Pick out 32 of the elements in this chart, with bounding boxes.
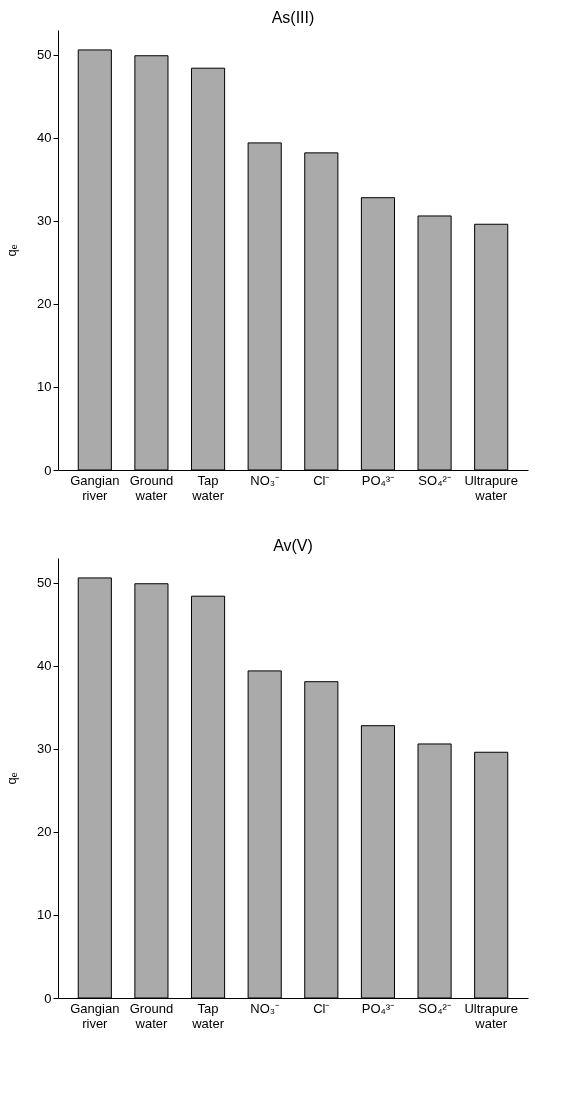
y-tick-label: 40: [37, 130, 52, 146]
y-axis-title: qₑ: [4, 244, 20, 257]
x-tick-label: Gangian river: [70, 1000, 120, 1031]
x-tick-label: PO₄³⁻: [361, 472, 395, 488]
y-tick-label: 50: [37, 575, 52, 591]
x-tick-label: NO₃⁻: [250, 1000, 280, 1016]
x-tick-label: Ultrapure water: [464, 472, 518, 503]
chart-title: Av(V): [273, 537, 313, 554]
x-tick-label: SO₄²⁻: [418, 472, 451, 488]
y-tick-label: 40: [37, 658, 52, 674]
y-tick-label: 20: [37, 296, 52, 312]
x-tick-label: Tap water: [191, 1000, 225, 1031]
x-tick-label: Cl⁻: [313, 472, 330, 488]
y-tick-label: 30: [37, 741, 52, 757]
x-tick-label: NO₃⁻: [250, 472, 280, 488]
chart-title: As(III): [271, 9, 315, 26]
y-tick-label: 10: [37, 379, 52, 395]
y-axis-title: qₑ: [4, 772, 20, 785]
x-tick-label: PO₄³⁻: [361, 1000, 395, 1016]
x-tick-label: SO₄²⁻: [418, 1000, 451, 1016]
y-tick-label: 0: [44, 990, 52, 1006]
x-tick-label: Gangian river: [70, 472, 120, 503]
x-tick-label: Tap water: [191, 472, 225, 503]
y-tick-label: 20: [37, 824, 52, 840]
x-tick-label: Ground water: [129, 1000, 174, 1031]
y-tick-label: 50: [37, 47, 52, 63]
x-tick-label: Ultrapure water: [464, 1000, 518, 1031]
y-tick-label: 30: [37, 213, 52, 229]
y-tick-label: 10: [37, 907, 52, 923]
y-tick-label: 0: [44, 462, 52, 478]
x-tick-label: Cl⁻: [313, 1000, 330, 1016]
x-tick-label: Ground water: [129, 472, 174, 503]
